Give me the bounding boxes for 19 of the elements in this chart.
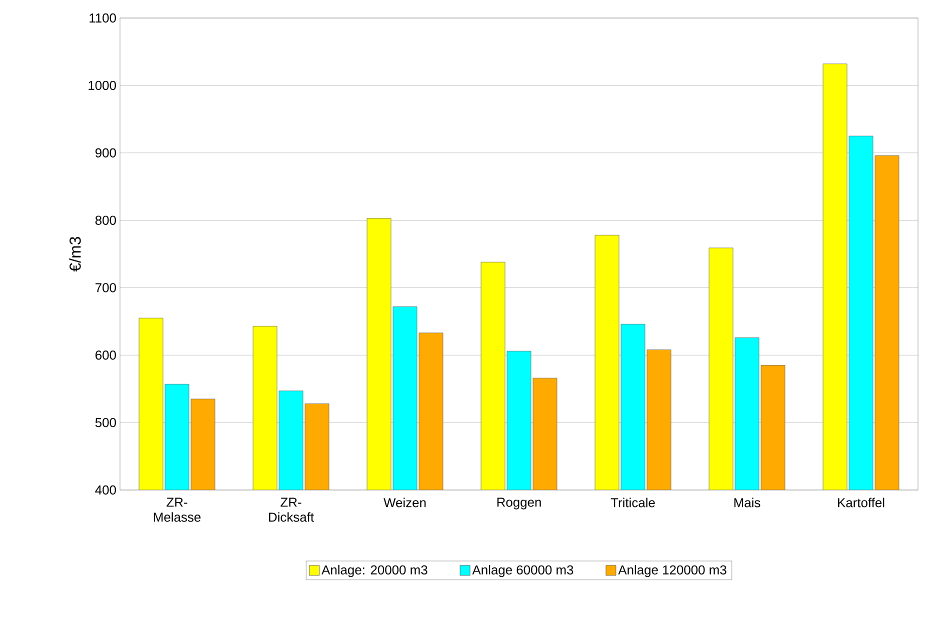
y-tick-label: 400 [95,485,116,495]
y-axis-title: €/m3 [69,236,81,272]
x-tick-label: Triticale [610,498,655,508]
y-tick-label: 1000 [88,80,116,90]
x-tick-label: ZR-Melasse [154,498,201,522]
legend-label: Anlage: 20000 m3 [322,564,428,578]
x-tick-label: Kartoffel [838,498,884,508]
x-tick-label: ZR-Dicksaft [269,498,314,522]
y-tick-label: 500 [95,418,116,428]
x-tick-label: Mais [734,498,760,508]
y-tick-label: 1100 [90,13,116,23]
x-tick-label: Roggen [497,498,541,510]
y-tick-label: 800 [95,216,116,225]
y-tick-label: 600 [96,350,116,360]
y-tick-label: 900 [95,148,116,158]
legend-label: Anlage 60000 m3 [472,564,574,578]
legend-label: Anlage 120000 m3 [618,564,726,578]
x-tick-label: Weizen [384,498,426,508]
y-tick-label: 700 [96,283,116,292]
